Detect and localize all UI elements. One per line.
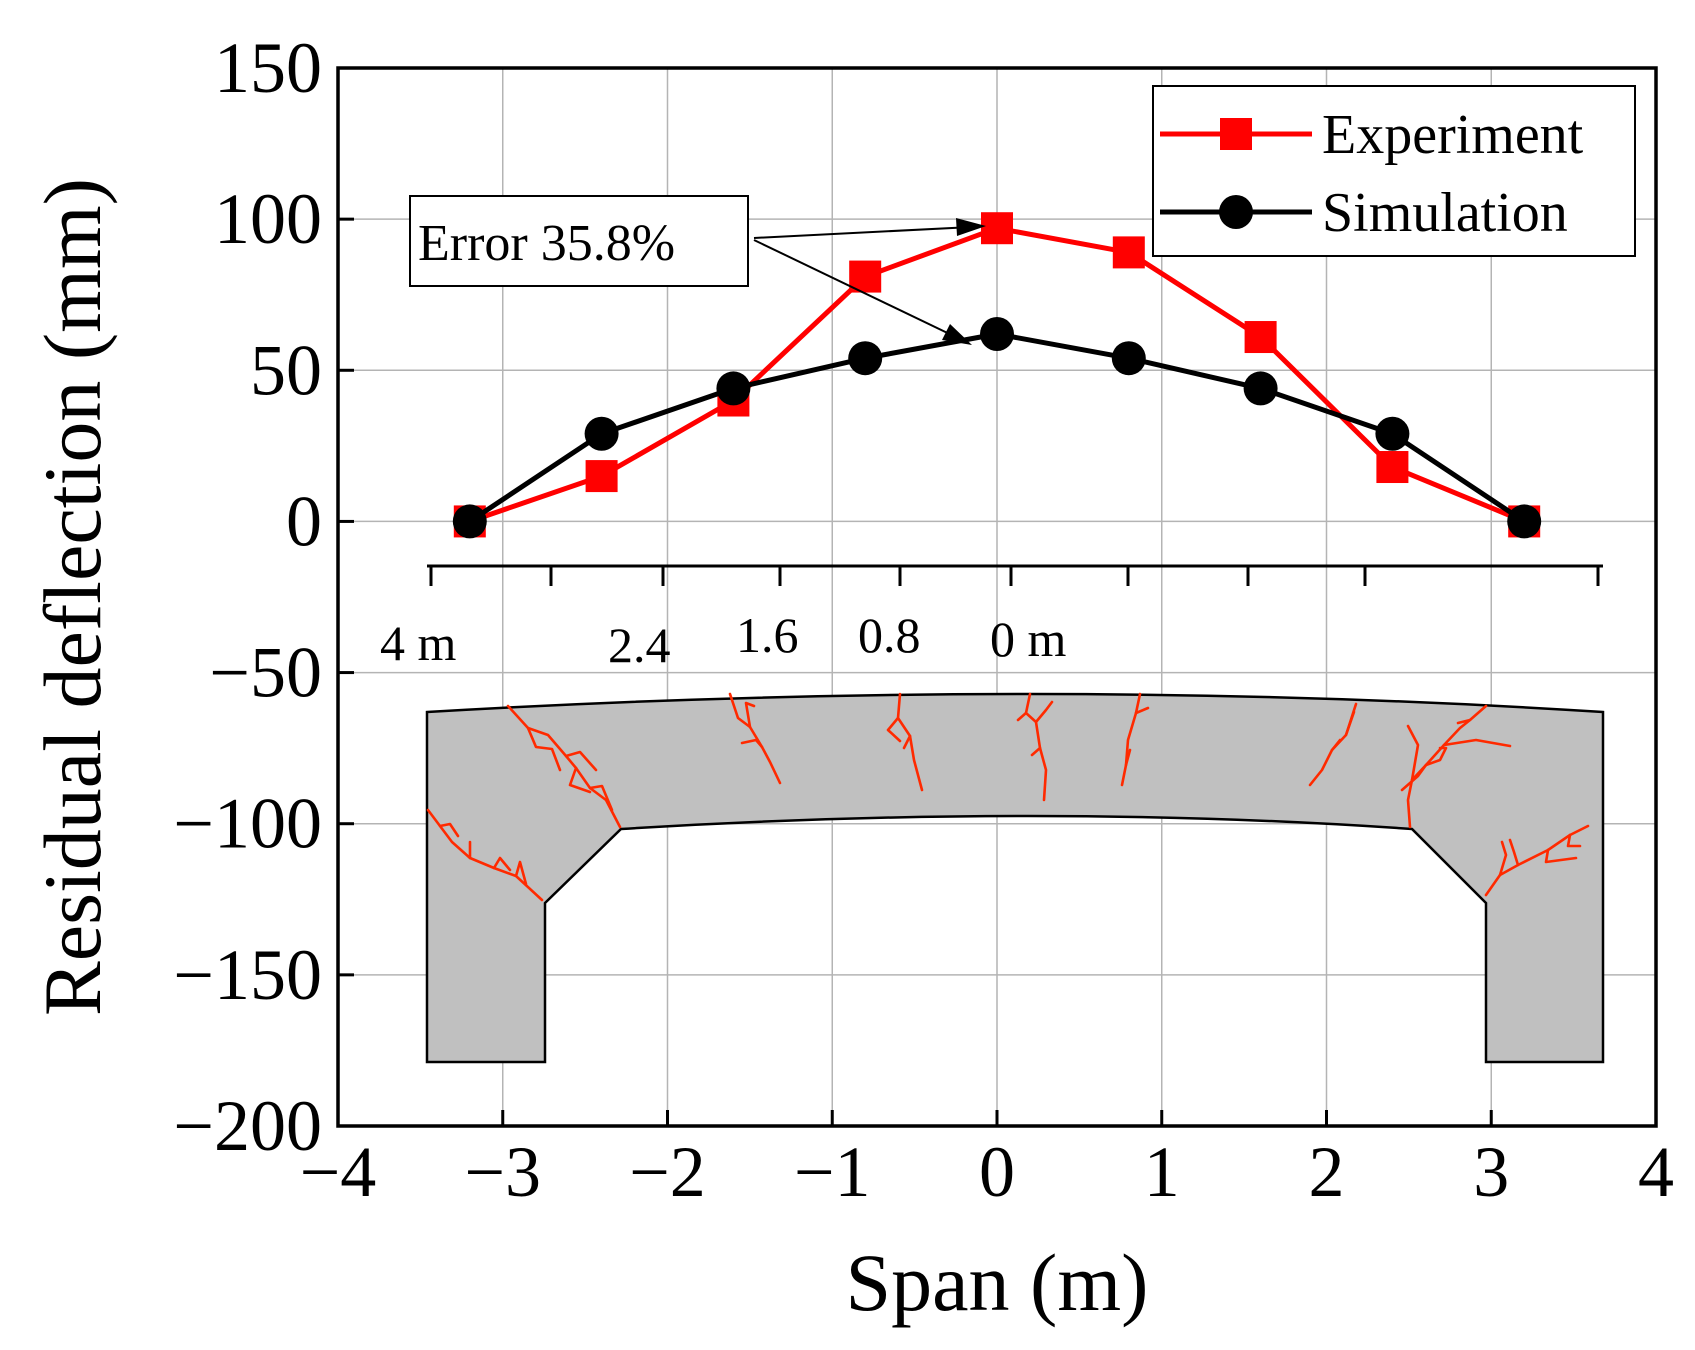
x-tick-label-1: −3 [464, 1132, 541, 1212]
simulation-point-0 [452, 504, 487, 539]
data-series [452, 212, 1542, 539]
x-tick-label-7: 3 [1473, 1132, 1509, 1212]
simulation-point-3 [848, 341, 883, 376]
y-tick-label-2: 50 [250, 330, 322, 410]
legend-label-experiment: Experiment [1322, 104, 1584, 166]
x-tick-label-0: −4 [300, 1132, 377, 1212]
annotation-box [409, 195, 749, 287]
frame-crack-inset: 4 m 2.4 1.6 0.8 0 m [380, 564, 1605, 1064]
experiment-point-6 [1244, 321, 1277, 354]
simulation-point-6 [1243, 371, 1278, 406]
x-tick-label-2: −2 [629, 1132, 706, 1212]
y-tick-label-4: −50 [209, 633, 322, 713]
y-tick-label-1: 100 [214, 179, 322, 259]
legend-label-simulation: Simulation [1322, 182, 1568, 244]
y-axis-ticks: 150 100 50 0 −50 −100 −150 −200 [173, 28, 354, 1166]
x-tick-label-4: 0 [979, 1132, 1015, 1212]
simulation-point-2 [716, 371, 751, 406]
inset-scale-ticks [429, 566, 1600, 586]
simulation-point-7 [1375, 416, 1410, 451]
x-tick-label-8: 4 [1638, 1132, 1674, 1212]
legend: Experiment Simulation [1152, 85, 1636, 257]
y-tick-label-7: −200 [173, 1086, 322, 1166]
error-annotation: Error 35.8% [409, 195, 986, 345]
y-tick-label-5: −100 [173, 784, 322, 864]
y-tick-label-3: 0 [286, 481, 322, 561]
experiment-point-1 [585, 460, 618, 493]
frame-shape [425, 692, 1605, 1064]
simulation-point-1 [584, 416, 619, 451]
y-axis-title: Residual deflection (mm) [27, 178, 118, 1016]
experiment-point-7 [1376, 451, 1409, 484]
simulation-point-8 [1507, 504, 1542, 539]
legend-marker-simulation [1219, 195, 1253, 229]
simulation-point-4 [980, 317, 1014, 352]
annotation-arrowhead-experiment [956, 218, 986, 236]
inset-label-1-6: 1.6 [736, 607, 799, 663]
x-axis-ticks: −4 −3 −2 −1 0 1 2 3 4 [300, 1110, 1674, 1212]
x-tick-label-5: 1 [1144, 1132, 1180, 1212]
inset-label-0-8: 0.8 [858, 607, 921, 663]
inset-label-4m: 4 m [380, 615, 457, 671]
annotation-arrowhead-simulation [942, 324, 972, 345]
simulation-point-5 [1111, 341, 1146, 376]
experiment-point-5 [1112, 236, 1145, 269]
experiment-point-4 [981, 212, 1013, 245]
y-tick-label-0: 150 [214, 28, 322, 108]
annotation-text: Error 35.8% [418, 215, 675, 272]
crack-pattern [426, 692, 1590, 902]
inset-label-2-4: 2.4 [608, 617, 671, 673]
inset-label-0m: 0 m [990, 611, 1067, 667]
x-tick-label-6: 2 [1309, 1132, 1345, 1212]
y-tick-label-6: −150 [173, 935, 322, 1015]
x-axis-title: Span (m) [846, 1237, 1149, 1328]
annotation-arrow-simulation [753, 239, 961, 340]
legend-marker-experiment [1220, 118, 1252, 150]
x-tick-label-3: −1 [794, 1132, 871, 1212]
annotation-arrow-experiment [753, 226, 973, 239]
